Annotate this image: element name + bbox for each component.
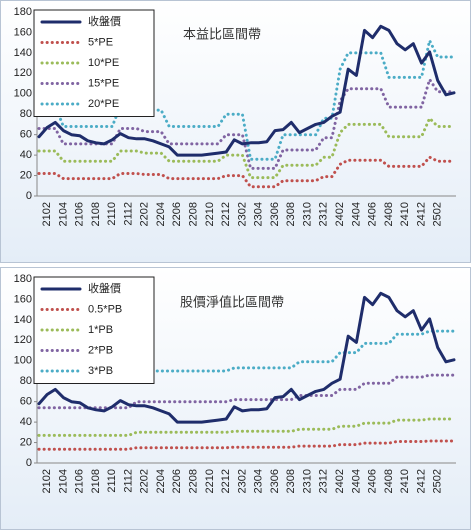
y-tick-label: 120 (14, 67, 32, 79)
legend-label: 5*PE (88, 36, 113, 48)
x-tick-label: 2112 (122, 202, 134, 226)
y-tick-label: 180 (14, 6, 32, 18)
x-tick-label: 2108 (90, 202, 102, 226)
x-tick-label: 2412 (415, 469, 427, 493)
x-tick-label: 2210 (204, 202, 216, 226)
y-tick-label: 140 (14, 47, 32, 59)
x-tick-label: 2202 (139, 469, 151, 493)
series-line (37, 39, 456, 161)
x-tick-label: 2404 (350, 469, 362, 493)
series-line (37, 439, 456, 451)
series-line (37, 373, 456, 410)
chart-title: 本益比區間帶 (183, 26, 261, 41)
legend-label: 0.5*PB (88, 303, 122, 315)
x-tick-label: 2312 (318, 469, 330, 493)
x-tick-label: 2310 (301, 469, 313, 493)
legend-label: 10*PE (88, 57, 119, 69)
series-line (37, 291, 456, 424)
x-tick-label: 2410 (399, 202, 411, 226)
x-tick-label: 2406 (367, 202, 379, 226)
y-tick-label: 20 (20, 436, 32, 448)
x-tick-label: 2112 (122, 469, 134, 493)
x-tick-label: 2202 (139, 202, 151, 226)
x-tick-label: 2402 (334, 202, 346, 226)
x-tick-label: 2502 (432, 202, 444, 226)
x-tick-label: 2306 (269, 469, 281, 493)
x-tick-label: 2302 (236, 202, 248, 226)
y-tick-label: 40 (20, 149, 32, 161)
x-tick-label: 2106 (74, 202, 86, 226)
x-tick-label: 2310 (301, 202, 313, 226)
y-tick-label: 120 (14, 334, 32, 346)
y-tick-label: 60 (20, 129, 32, 141)
series-line (37, 116, 456, 180)
x-tick-label: 2404 (350, 202, 362, 226)
x-tick-label: 2204 (155, 469, 167, 493)
y-tick-label: 160 (14, 26, 32, 38)
x-tick-label: 2408 (383, 202, 395, 226)
series-line (37, 417, 456, 437)
x-tick-label: 2410 (399, 469, 411, 493)
x-tick-label: 2308 (285, 469, 297, 493)
x-tick-label: 2212 (220, 202, 232, 226)
y-tick-label: 100 (14, 355, 32, 367)
y-tick-label: 0 (26, 190, 32, 202)
y-tick-label: 40 (20, 416, 32, 428)
x-tick-label: 2104 (57, 469, 69, 493)
x-tick-label: 2106 (74, 469, 86, 493)
series-line (37, 24, 456, 157)
y-tick-label: 20 (20, 169, 32, 181)
legend-label: 3*PB (88, 365, 113, 377)
x-tick-label: 2206 (171, 202, 183, 226)
x-tick-label: 2108 (90, 469, 102, 493)
x-tick-label: 2204 (155, 202, 167, 226)
x-tick-label: 2502 (432, 469, 444, 493)
series-line (37, 155, 456, 189)
x-tick-label: 2102 (41, 202, 53, 226)
x-tick-label: 2110 (106, 469, 118, 493)
x-tick-label: 2206 (171, 469, 183, 493)
legend-box (33, 9, 155, 117)
series-line (37, 78, 456, 170)
legend-label: 收盤價 (88, 281, 121, 295)
y-tick-label: 100 (14, 88, 32, 100)
legend-label: 20*PE (88, 98, 119, 110)
series-line (37, 329, 456, 382)
y-tick-label: 0 (26, 457, 32, 469)
x-tick-label: 2302 (236, 469, 248, 493)
x-tick-label: 2402 (334, 469, 346, 493)
legend-label: 2*PB (88, 344, 113, 356)
legend-label: 15*PE (88, 77, 119, 89)
x-tick-label: 2210 (204, 469, 216, 493)
y-tick-label: 160 (14, 293, 32, 305)
x-tick-label: 2104 (57, 202, 69, 226)
y-tick-label: 80 (20, 375, 32, 387)
x-tick-label: 2102 (41, 469, 53, 493)
legend-label: 1*PB (88, 324, 113, 336)
chart-title: 股價淨值比區間帶 (180, 294, 284, 309)
x-tick-label: 2212 (220, 469, 232, 493)
x-tick-label: 2304 (253, 469, 265, 493)
legend-box (33, 276, 155, 384)
y-tick-label: 180 (14, 273, 32, 285)
x-tick-label: 2412 (415, 202, 427, 226)
x-tick-label: 2306 (269, 202, 281, 226)
y-tick-label: 80 (20, 108, 32, 120)
x-tick-label: 2208 (188, 469, 200, 493)
y-tick-label: 60 (20, 396, 32, 408)
x-tick-label: 2408 (383, 469, 395, 493)
legend-label: 收盤價 (88, 14, 121, 28)
x-tick-label: 2312 (318, 202, 330, 226)
x-tick-label: 2304 (253, 202, 265, 226)
x-tick-label: 2406 (367, 469, 379, 493)
y-tick-label: 140 (14, 314, 32, 326)
x-tick-label: 2208 (188, 202, 200, 226)
x-tick-label: 2308 (285, 202, 297, 226)
x-tick-label: 2110 (106, 202, 118, 226)
